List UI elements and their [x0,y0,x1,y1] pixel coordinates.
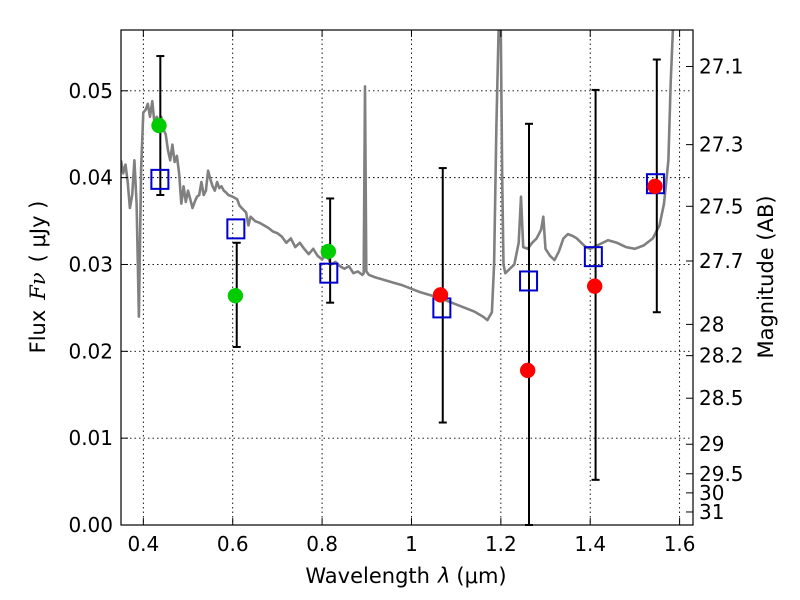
y2-tick-label: 29.5 [699,462,744,486]
y-axis-label-text: Flux [26,310,50,354]
observed-nir-point [519,362,536,379]
x-axis-label: Wavelength λ (μm) [305,564,506,588]
model-spectrum-line [121,30,675,322]
observed-optical-point [320,243,337,260]
y2-tick-label: 28 [699,312,724,336]
y2-tick-label: 27.5 [699,194,744,218]
y-tick-label: 0.02 [68,339,113,363]
x-axis-label-text: Wavelength [305,564,430,588]
x-axis-label-symbol: λ [437,564,450,588]
x-axis-label-unit: (μm) [456,564,506,588]
ticks-layer [121,30,693,526]
y2-tick-label: 30 [699,481,724,505]
y-axis-label: Flux Fν ( μJy ) [26,201,50,354]
marker-layer [150,117,665,379]
observed-nir-point [432,287,449,303]
observed-nir-point [586,278,603,294]
observed-optical-point [151,117,167,134]
y2-tick-label: 27.7 [699,249,744,273]
y2-tick-label: 28.2 [699,344,744,368]
x-tick-label: 0.4 [127,532,159,556]
spectrum-layer [121,30,675,322]
x-tick-label: 1.4 [574,532,606,556]
observed-nir-point [647,178,663,195]
y2-tick-label: 27.1 [699,54,744,78]
y-axis-label-unit: ( μJy ) [26,201,50,263]
y-tick-label: 0.00 [68,513,113,537]
x-tick-label: 0.8 [306,532,338,556]
observed-optical-point [227,287,244,304]
y-tick-label: 0.03 [68,252,113,276]
x-tick-label: 1.6 [664,532,696,556]
y2-tick-label: 28.5 [699,386,744,410]
model-flux-square [226,218,246,240]
y2-tick-label: 29 [699,432,724,456]
x-tick-label: 1 [405,532,418,556]
x-tick-label: 0.6 [217,532,249,556]
tick-labels: 0.4 0.6 0.8 1 1.2 1.4 1.6 0.00 0.01 0.02 0.03 0.04 0… [68,54,743,556]
y-tick-label: 0.05 [68,79,113,103]
y2-tick-label: 31 [699,500,724,524]
x-tick-label: 1.2 [485,532,517,556]
y-axis-label-symbol: Fν [26,272,50,301]
plot-frame [120,29,694,526]
y-tick-label: 0.01 [68,426,113,450]
y-tick-label: 0.04 [68,166,113,190]
model-flux-square [319,262,339,284]
y2-axis-label: Magnitude (AB) [754,195,778,358]
y2-tick-label: 27.3 [699,133,744,157]
model-flux-square [150,168,170,190]
model-flux-square [583,246,603,268]
model-flux-square [519,270,539,292]
